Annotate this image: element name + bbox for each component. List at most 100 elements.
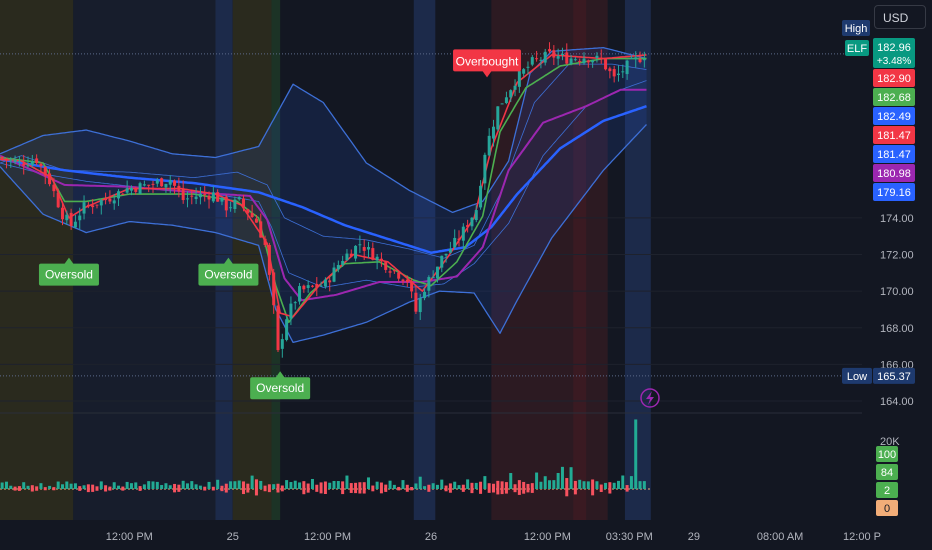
candle-body: [263, 238, 267, 245]
volume-bar: [108, 486, 112, 491]
volume-bar: [104, 485, 108, 492]
candle-body: [332, 267, 336, 282]
candle-body: [522, 69, 526, 74]
volume-bar: [479, 481, 483, 494]
signal-pointer: [275, 371, 286, 379]
candle-body: [173, 180, 177, 186]
volume-bar: [625, 485, 629, 492]
candle-body: [125, 188, 129, 193]
candle-body: [358, 244, 362, 246]
signal-oversold: Oversold: [38, 257, 99, 286]
session-zone: [232, 0, 272, 520]
volume-bar: [440, 479, 444, 489]
price-tick-label: 174.00: [880, 213, 914, 225]
volume-bar: [319, 482, 323, 494]
volume-bar: [9, 485, 13, 489]
candle-body: [638, 58, 642, 63]
bollinger-inner-lower-line: [0, 80, 647, 288]
candle-body: [530, 57, 534, 65]
candle-body: [392, 270, 396, 272]
volume-bar: [310, 478, 314, 489]
volume-bar: [207, 481, 211, 489]
volume-bar: [39, 483, 43, 489]
signal-box: [453, 49, 522, 72]
volume-bar: [263, 485, 267, 492]
volume-label-badge: [876, 446, 898, 462]
candle-body: [142, 184, 146, 186]
volume-bar: [401, 480, 405, 489]
candle-body: [543, 51, 547, 63]
signal-label: Oversold: [256, 381, 304, 395]
candle-body: [427, 277, 431, 291]
candle-body: [591, 60, 595, 63]
candle-body: [491, 126, 495, 139]
volume-bar: [323, 481, 327, 494]
candle-body: [198, 193, 202, 198]
candle-body: [634, 57, 638, 60]
candle-body: [185, 198, 189, 200]
signal-labels[interactable]: OversoldOversoldOversoldOverboughtOverbo…: [38, 0, 612, 400]
session-zone: [73, 0, 216, 520]
volume-bar: [354, 482, 358, 494]
volume-bar: [552, 480, 556, 489]
signal-label: Oversold: [45, 268, 93, 282]
signal-box: [198, 263, 259, 286]
candle-body: [384, 261, 388, 270]
candle-body: [35, 158, 39, 163]
currency-button[interactable]: USD: [874, 5, 926, 29]
volume-bar: [285, 480, 289, 489]
signal-pointer: [63, 257, 74, 265]
volume-bar: [328, 482, 332, 489]
candle-body: [91, 205, 95, 208]
volume-bar: [608, 482, 612, 494]
candle-body: [181, 188, 185, 201]
candle-body: [474, 210, 478, 221]
lightning-icon[interactable]: [640, 388, 660, 408]
bollinger-lower-line: [0, 124, 647, 344]
candle-body: [259, 221, 263, 238]
volume-label-value: 100: [878, 449, 896, 461]
candle-body: [117, 191, 121, 199]
volume-bar: [254, 479, 258, 496]
candle-body: [448, 248, 452, 253]
volume-bar: [491, 483, 495, 493]
volume-bar: [43, 487, 47, 491]
candle-body: [319, 285, 323, 287]
candle-body: [410, 281, 414, 292]
volume-bar: [82, 485, 86, 489]
candle-body: [306, 285, 310, 288]
signal-box: [250, 377, 311, 400]
volume-bar: [289, 482, 293, 489]
candle-body: [229, 207, 233, 209]
volume-bar: [448, 483, 452, 493]
candle-body: [207, 195, 211, 200]
candle-body: [17, 161, 21, 163]
volume-bar: [341, 481, 345, 495]
price-label-value: 181.47: [877, 149, 911, 161]
candle-body: [22, 163, 26, 166]
candle-body: [272, 272, 276, 306]
candle-body: [354, 245, 358, 259]
volume-bar: [315, 484, 319, 492]
candle-body: [513, 85, 517, 90]
volume-bar: [345, 475, 349, 489]
candle-body: [440, 255, 444, 268]
volume-bar: [629, 476, 633, 489]
volume-bars: [0, 419, 650, 497]
volume-bar: [530, 483, 534, 493]
candle-body: [599, 57, 603, 59]
moving-average-blue: [0, 105, 647, 254]
volume-bar: [444, 485, 448, 492]
low-badge: [842, 367, 872, 384]
volume-bar: [302, 481, 306, 495]
volume-bar: [466, 479, 470, 489]
candle-body: [82, 202, 86, 214]
candle-body: [168, 180, 172, 185]
volume-bar: [267, 484, 271, 493]
volume-bar: [0, 482, 4, 489]
candle-body: [194, 196, 198, 199]
volume-bar: [470, 482, 474, 494]
price-label-badge: [873, 69, 915, 87]
candle-body: [349, 253, 353, 257]
